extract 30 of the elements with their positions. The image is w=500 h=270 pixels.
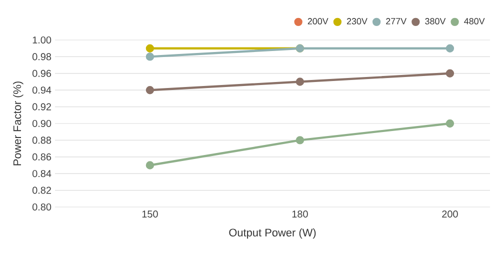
point bbox=[446, 69, 454, 78]
legend-label: 380V bbox=[425, 18, 446, 24]
y-axis-title: Power Factor (%) bbox=[13, 82, 24, 166]
x-tick-label: 150 bbox=[142, 210, 158, 218]
point bbox=[296, 136, 304, 144]
x-tick-label: 180 bbox=[292, 210, 308, 218]
point bbox=[446, 44, 454, 52]
y-tick-label: 0.96 bbox=[32, 70, 52, 77]
y-tick-label: 0.94 bbox=[32, 86, 52, 94]
legend-label: 230V bbox=[346, 18, 368, 24]
y-tick-label: 0.80 bbox=[32, 203, 52, 211]
x-tick-label: 200 bbox=[442, 210, 458, 218]
legend-label: 277V bbox=[386, 18, 407, 24]
point bbox=[146, 44, 154, 52]
y-tick-label: 0.90 bbox=[32, 120, 52, 128]
legend-label: 480V bbox=[464, 18, 485, 24]
legend-label: 200V bbox=[308, 18, 328, 24]
point bbox=[146, 52, 154, 61]
point bbox=[146, 86, 154, 94]
y-tick-label: 0.86 bbox=[32, 153, 52, 160]
y-tick-label: 0.82 bbox=[32, 186, 51, 194]
y-tick-label: 1.00 bbox=[32, 36, 52, 44]
y-tick-label: 0.84 bbox=[32, 170, 52, 178]
y-tick-label: 0.88 bbox=[32, 136, 52, 144]
x-axis-title: Output Power (W) bbox=[229, 228, 316, 239]
point bbox=[296, 78, 304, 86]
y-tick-label: 0.98 bbox=[32, 53, 52, 60]
point bbox=[146, 161, 154, 170]
y-tick-label: 0.92 bbox=[32, 103, 51, 110]
point bbox=[446, 119, 454, 128]
